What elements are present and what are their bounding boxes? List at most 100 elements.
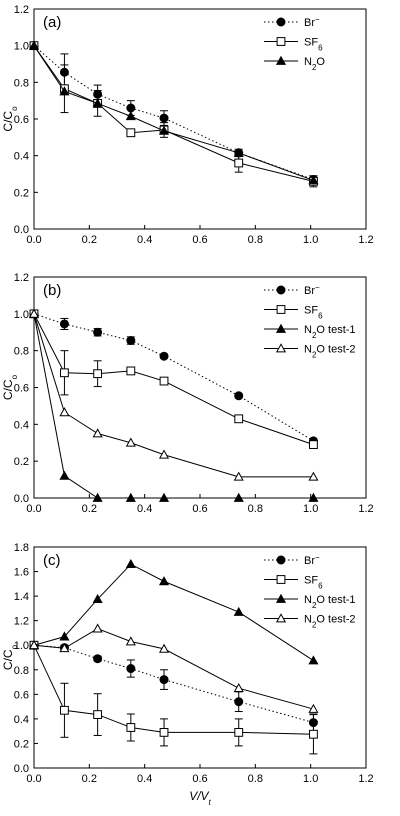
data-point [59,407,70,417]
data-point [92,593,103,604]
y-tick-label: 1.2 [14,272,29,284]
data-point [309,440,318,449]
y-tick-label: 0.6 [14,383,29,395]
data-point [159,113,169,123]
y-tick-label: 0.8 [14,77,29,89]
data-point [158,125,170,135]
data-point [308,655,319,665]
legend-label: Br− [304,15,320,30]
y-tick-label: 1.0 [14,309,29,321]
y-axis-title: C/Co [1,374,19,400]
data-point [159,376,169,386]
data-point [158,643,170,653]
series-2 [29,640,318,755]
data-point [59,86,70,96]
legend-label: SF6 [304,575,323,591]
data-point [60,705,69,715]
data-point [234,697,244,707]
data-point [59,319,69,329]
x-tick-label: 0.0 [26,773,41,785]
data-point [126,103,136,113]
series-line [33,563,314,661]
x-tick-label: 1.2 [358,234,373,246]
x-tick-label: 1.2 [358,503,373,515]
chart-panel-c: 0.0 0.2 0.4 0.6 0.8 1.0 1.2 0.0 0.2 0.4 0.6 0.8 1.0 1… [1,542,374,807]
x-tick-label: 0.8 [248,773,263,785]
y-tick-label: 0.8 [14,665,29,677]
data-point [126,664,136,674]
y-tick-label: 1.4 [14,591,29,603]
data-point [125,437,136,447]
chart-panel-b: 0.0 0.2 0.4 0.6 0.8 1.0 1.2 0.0 0.2 0.4 0.6 0.8 1.0 1… [1,272,374,515]
legend-label: SF6 [304,305,323,321]
x-tick-label: 0.0 [26,503,41,515]
y-tick-label: 0.2 [14,738,29,750]
legend-label: Br− [304,553,320,568]
legend-marker [275,343,287,353]
y-tick-label: 0.0 [14,224,29,236]
series-3 [28,40,319,185]
series-3 [28,308,319,502]
data-point [60,368,69,378]
data-point [92,98,103,108]
x-tick-label: 0.2 [82,503,97,515]
legend: Br− SF6 N2O [264,15,325,72]
y-tick-label: 0.4 [14,151,29,163]
x-axis-title: V/Vt [189,789,211,807]
data-point [308,703,319,713]
legend-marker [276,285,286,295]
legend-marker [276,575,286,584]
data-point [59,643,70,653]
x-tick-label: 1.0 [303,503,318,515]
data-point [309,729,318,739]
legend-marker [276,37,286,46]
y-tick-label: 1.0 [14,41,29,53]
x-tick-label: 0.8 [248,503,263,515]
data-point [159,727,169,737]
series-line [33,45,314,182]
y-tick-label: 0.0 [14,763,29,775]
data-point [59,470,70,480]
y-axis-title: C/Co [1,106,19,132]
data-point [126,723,136,732]
data-point [93,327,103,337]
data-point [126,366,136,376]
data-point [234,727,244,737]
series-line [33,45,314,181]
data-point [93,369,103,379]
series-line [33,628,314,710]
data-point [125,492,136,502]
x-tick-label: 1.2 [358,773,373,785]
data-point [28,639,40,650]
data-point [125,111,136,121]
panel-label: (a) [43,14,61,31]
x-tick-label: 0.6 [192,234,207,246]
x-tick-label: 0.2 [82,773,97,785]
series-1 [29,309,318,446]
data-point [234,391,244,401]
legend: Br− SF6 N2O test-1 N2O test-2 [264,283,356,360]
legend-label: Br− [304,283,320,298]
data-point [308,175,319,185]
series-line [33,45,314,180]
data-point [233,471,244,481]
legend-label: N2O test-2 [304,344,356,360]
legend-marker [275,55,287,65]
y-axis-title: C/Co [1,644,19,670]
series-line [33,644,314,724]
y-tick-label: 0.6 [14,114,29,126]
legend-label: N2O [304,56,325,72]
series-line [33,313,314,446]
data-point [28,40,40,50]
data-point [59,631,70,641]
x-tick-label: 0.6 [192,503,207,515]
series-2 [29,41,318,188]
series-2 [29,309,318,449]
panel-label: (c) [43,552,61,569]
panel-label: (b) [43,282,61,299]
x-tick-label: 0.4 [137,503,152,515]
data-point [93,654,103,664]
data-point [233,147,244,157]
x-tick-label: 1.0 [303,773,318,785]
data-point [233,492,244,502]
